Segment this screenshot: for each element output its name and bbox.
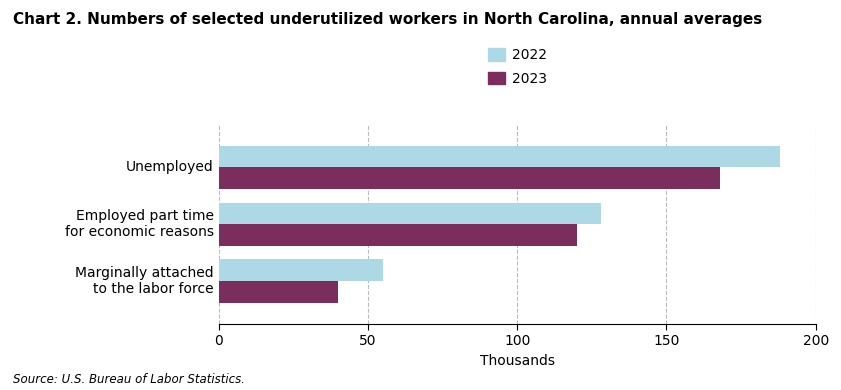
Bar — [219, 224, 577, 246]
Bar — [219, 281, 338, 303]
Text: Source: U.S. Bureau of Labor Statistics.: Source: U.S. Bureau of Labor Statistics. — [13, 373, 245, 386]
Bar — [219, 259, 383, 281]
Legend: 2022, 2023: 2022, 2023 — [488, 48, 547, 86]
Bar — [219, 167, 720, 189]
Bar — [219, 146, 780, 167]
Bar — [219, 203, 600, 224]
X-axis label: Thousands: Thousands — [479, 354, 555, 368]
Text: Chart 2. Numbers of selected underutilized workers in North Carolina, annual ave: Chart 2. Numbers of selected underutiliz… — [13, 12, 762, 27]
